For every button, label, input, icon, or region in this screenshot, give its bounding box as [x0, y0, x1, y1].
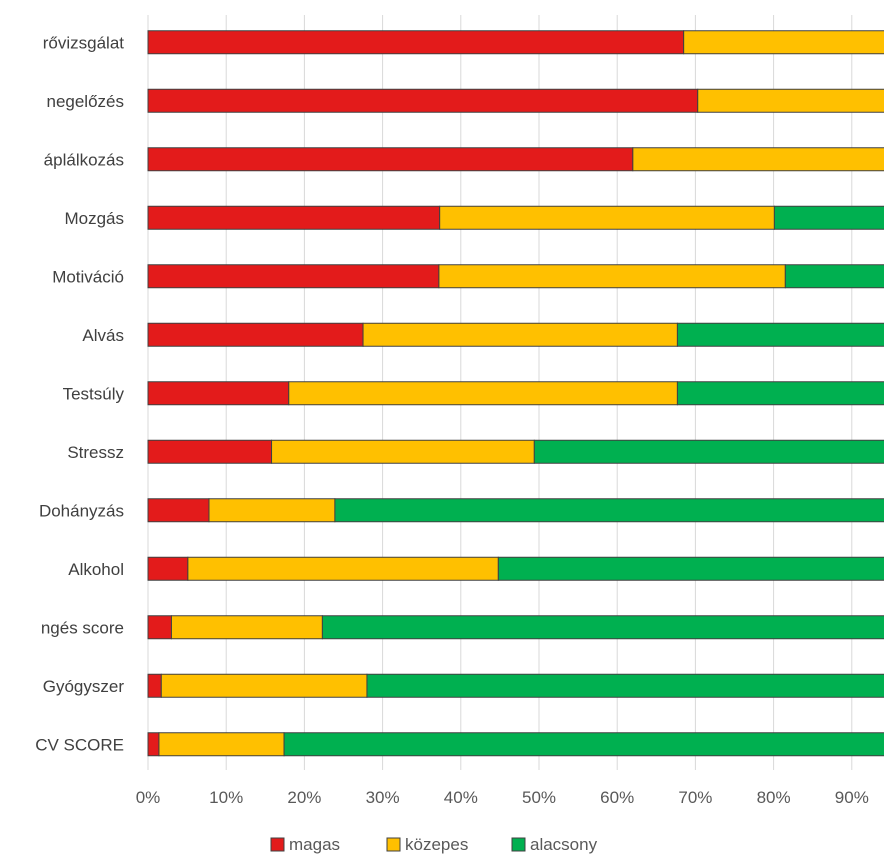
- bar-segment-magas: [147, 30, 685, 55]
- category-label: negelőzés: [46, 92, 124, 111]
- category-label: ngés score: [41, 618, 124, 637]
- bar-segment-közepes: [288, 381, 678, 406]
- x-tick-label: 0%: [136, 788, 161, 807]
- category-label: Dohányzás: [39, 501, 124, 520]
- bar-segment-közepes: [683, 30, 884, 55]
- legend-label-magas: magas: [289, 835, 340, 854]
- category-label: Mozgás: [64, 209, 124, 228]
- bar-segment-alacsony: [497, 556, 884, 581]
- category-label: Alvás: [82, 326, 124, 345]
- bars: [147, 30, 884, 757]
- bar-segment-magas: [147, 732, 160, 757]
- legend-label-közepes: közepes: [405, 835, 468, 854]
- bar-segment-magas: [147, 205, 441, 230]
- category-label: Motiváció: [52, 267, 124, 286]
- bar-segment-alacsony: [784, 264, 884, 289]
- legend-label-alacsony: alacsony: [530, 835, 598, 854]
- bar-segment-magas: [147, 673, 162, 698]
- bar-segment-magas: [147, 88, 699, 113]
- bar-segment-alacsony: [321, 615, 884, 640]
- bar-segment-alacsony: [533, 439, 884, 464]
- bar-segment-magas: [147, 322, 364, 347]
- bar-segment-közepes: [158, 732, 285, 757]
- x-tick-label: 80%: [757, 788, 791, 807]
- x-tick-label: 20%: [287, 788, 321, 807]
- bar-segment-közepes: [271, 439, 535, 464]
- bar-segment-magas: [147, 498, 210, 523]
- bar-segment-közepes: [697, 88, 884, 113]
- legend-swatch-közepes: [386, 837, 401, 852]
- x-tick-label: 90%: [835, 788, 869, 807]
- legend-swatch-magas: [270, 837, 285, 852]
- bar-segment-közepes: [187, 556, 499, 581]
- category-label: Alkohol: [68, 560, 124, 579]
- category-label: Stressz: [67, 443, 124, 462]
- x-tick-label: 60%: [600, 788, 634, 807]
- bar-segment-alacsony: [334, 498, 884, 523]
- category-label: áplálkozás: [44, 150, 124, 169]
- category-label: Gyógyszer: [43, 677, 125, 696]
- bar-segment-alacsony: [366, 673, 884, 698]
- x-axis-tick-labels: 0% 10% 20% 30% 40% 50% 60% 70% 80% 90%: [136, 788, 869, 807]
- x-tick-label: 50%: [522, 788, 556, 807]
- bar-segment-alacsony: [283, 732, 884, 757]
- category-label: CV SCORE: [35, 735, 124, 754]
- bar-segment-közepes: [362, 322, 678, 347]
- bar-segment-alacsony: [676, 322, 884, 347]
- bar-segment-közepes: [632, 147, 884, 172]
- bar-segment-magas: [147, 439, 273, 464]
- bar-segment-közepes: [438, 264, 786, 289]
- bar-segment-magas: [147, 556, 189, 581]
- legend-swatch-alacsony: [511, 837, 526, 852]
- bar-segment-közepes: [439, 205, 775, 230]
- legend: magas közepes alacsony: [270, 835, 598, 854]
- bar-segment-alacsony: [773, 205, 884, 230]
- bar-segment-magas: [147, 615, 172, 640]
- category-labels: rővizsgálat negelőzés áplálkozás Mozgás Moti…: [35, 33, 124, 754]
- bar-segment-magas: [147, 147, 634, 172]
- bar-segment-alacsony: [676, 381, 884, 406]
- x-tick-label: 10%: [209, 788, 243, 807]
- bar-segment-közepes: [170, 615, 323, 640]
- bar-segment-közepes: [160, 673, 368, 698]
- bar-segment-közepes: [208, 498, 336, 523]
- x-tick-label: 70%: [678, 788, 712, 807]
- category-label: rővizsgálat: [43, 33, 125, 52]
- category-label: Testsúly: [63, 384, 125, 403]
- x-tick-label: 30%: [366, 788, 400, 807]
- bar-segment-magas: [147, 264, 440, 289]
- bar-segment-magas: [147, 381, 290, 406]
- x-tick-label: 40%: [444, 788, 478, 807]
